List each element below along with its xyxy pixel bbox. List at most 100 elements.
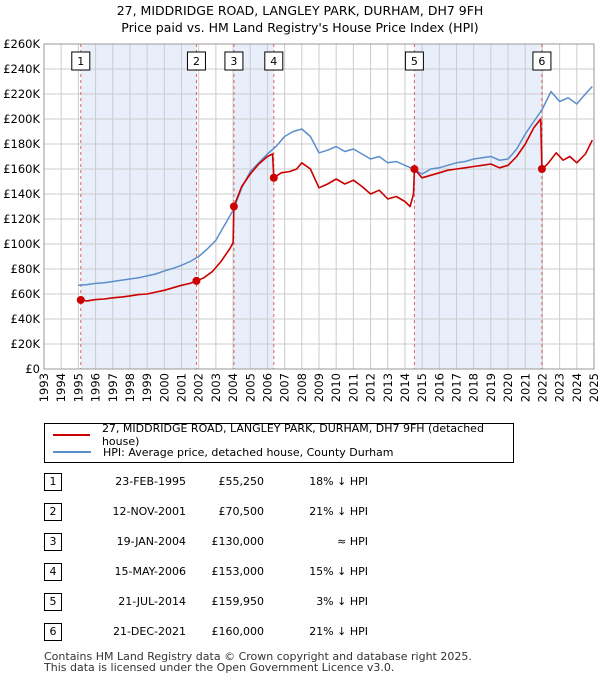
x-tick-label: 2009	[312, 373, 326, 402]
sale-point	[269, 173, 278, 182]
footer-licence: This data is licensed under the Open Gov…	[44, 661, 395, 674]
x-tick-label: 2011	[346, 373, 360, 402]
y-tick-label: £200K	[3, 112, 40, 126]
x-tick-label: 2014	[398, 373, 412, 402]
y-tick-label: £40K	[11, 312, 41, 326]
sale-point	[410, 165, 419, 174]
x-tick-label: 2020	[501, 373, 515, 402]
transaction-date: 23-FEB-1995	[115, 475, 186, 488]
sale-marker-box	[404, 51, 424, 71]
transaction-number: 2	[44, 503, 62, 521]
x-tick-label: 2023	[553, 373, 567, 402]
x-tick-label: 1994	[54, 373, 68, 402]
transaction-price: £159,950	[211, 595, 265, 608]
transaction-date: 19-JAN-2004	[116, 535, 186, 548]
transaction-date: 15-MAY-2006	[114, 565, 186, 578]
chart-title: 27, MIDDRIDGE ROAD, LANGLEY PARK, DURHAM…	[0, 2, 600, 36]
price-chart: £0 £20K £40K £60K £80K £100K £120K £140K £160K £1…	[3, 37, 600, 402]
x-tick-label: 2016	[432, 373, 446, 402]
transaction-hpi-note: 21% ↓ HPI	[309, 505, 368, 518]
hpi-series-line	[78, 85, 593, 287]
x-tick-label: 2018	[467, 373, 481, 402]
x-tick-label: 1996	[89, 373, 103, 402]
y-tick-label: £160K	[3, 162, 40, 176]
footer-copyright: Contains HM Land Registry data © Crown c…	[44, 650, 472, 663]
transaction-number: 4	[44, 563, 62, 581]
table-row: 4 15-MAY-2006 £153,000 15% ↓ HPI	[44, 562, 544, 582]
x-tick-label: 2005	[243, 373, 257, 402]
transaction-hpi-note: 3% ↓ HPI	[316, 595, 368, 608]
y-tick-label: £0	[25, 362, 40, 376]
transaction-price: £70,500	[218, 505, 265, 518]
legend-label-hpi: HPI: Average price, detached house, Coun…	[103, 445, 394, 459]
y-tick-label: £220K	[3, 87, 40, 101]
sale-point	[229, 202, 238, 211]
transaction-date: 21-DEC-2021	[112, 625, 186, 638]
x-tick-label: 2012	[364, 373, 378, 402]
y-tick-label: £140K	[3, 187, 40, 201]
x-tick-label: 2001	[175, 373, 189, 402]
title-line-2: Price paid vs. HM Land Registry's House …	[121, 20, 479, 35]
plot-border	[43, 43, 595, 370]
transaction-number: 6	[44, 623, 62, 641]
sale-marker-number: 6	[538, 55, 545, 68]
legend-item-hpi: HPI: Average price, detached house, Coun…	[53, 444, 394, 460]
x-tick-label: 1998	[123, 373, 137, 402]
legend-swatch-hpi	[53, 451, 91, 453]
transaction-date: 21-JUL-2014	[118, 595, 186, 608]
sale-marker-number: 1	[77, 55, 84, 68]
transaction-price: £130,000	[211, 535, 265, 548]
transaction-hpi-note: 18% ↓ HPI	[309, 475, 368, 488]
transaction-price: £153,000	[211, 565, 265, 578]
y-tick-label: £80K	[11, 262, 41, 276]
sale-marker-box	[224, 51, 244, 71]
transaction-date: 12-NOV-2001	[112, 505, 186, 518]
x-tick-label: 1995	[71, 373, 85, 402]
y-tick-label: £20K	[11, 337, 41, 351]
legend: 27, MIDDRIDGE ROAD, LANGLEY PARK, DURHAM…	[44, 422, 514, 463]
sale-marker-box	[532, 51, 552, 71]
x-tick-label: 2017	[450, 373, 464, 402]
ownership-shade	[414, 44, 542, 369]
table-row: 6 21-DEC-2021 £160,000 21% ↓ HPI	[44, 622, 544, 642]
x-tick-label: 1999	[140, 373, 154, 402]
x-tick-label: 2007	[278, 373, 292, 402]
transaction-price: £55,250	[218, 475, 265, 488]
table-row: 3 19-JAN-2004 £130,000 ≈ HPI	[44, 532, 544, 552]
x-tick-label: 2013	[381, 373, 395, 402]
y-tick-label: £240K	[3, 62, 40, 76]
x-tick-label: 2000	[157, 373, 171, 402]
sale-point	[192, 276, 201, 285]
legend-label-property: 27, MIDDRIDGE ROAD, LANGLEY PARK, DURHAM…	[101, 422, 484, 448]
transaction-number: 5	[44, 593, 62, 611]
sale-marker-box	[71, 51, 91, 71]
sale-marker-number: 5	[411, 55, 418, 68]
transaction-hpi-note: ≈ HPI	[337, 535, 368, 548]
x-tick-label: 1993	[37, 373, 51, 402]
transaction-hpi-note: 21% ↓ HPI	[309, 625, 368, 638]
y-tick-label: £60K	[11, 287, 41, 301]
x-tick-label: 2025	[587, 373, 600, 402]
x-tick-label: 2015	[415, 373, 429, 402]
legend-item-property: 27, MIDDRIDGE ROAD, LANGLEY PARK, DURHAM…	[53, 422, 513, 448]
transaction-number: 3	[44, 533, 62, 551]
y-tick-label: £180K	[3, 137, 40, 151]
sale-point	[76, 295, 85, 304]
y-tick-label: £100K	[3, 237, 40, 251]
table-row: 5 21-JUL-2014 £159,950 3% ↓ HPI	[44, 592, 544, 612]
sale-point	[537, 165, 546, 173]
sale-marker-number: 3	[230, 55, 237, 68]
transaction-price: £160,000	[211, 625, 265, 638]
y-tick-label: £120K	[3, 212, 40, 226]
x-tick-label: 2024	[570, 373, 584, 402]
title-line-1: 27, MIDDRIDGE ROAD, LANGLEY PARK, DURHAM…	[116, 3, 484, 18]
y-tick-label: £260K	[3, 37, 40, 51]
footer: Contains HM Land Registry data © Crown c…	[44, 651, 472, 673]
x-tick-label: 2003	[209, 373, 223, 402]
table-row: 2 12-NOV-2001 £70,500 21% ↓ HPI	[44, 502, 544, 522]
x-tick-label: 2021	[518, 373, 532, 402]
x-tick-label: 2004	[226, 373, 240, 402]
transaction-number: 1	[44, 473, 62, 491]
transaction-hpi-note: 15% ↓ HPI	[309, 565, 368, 578]
property-series-line	[80, 118, 594, 302]
